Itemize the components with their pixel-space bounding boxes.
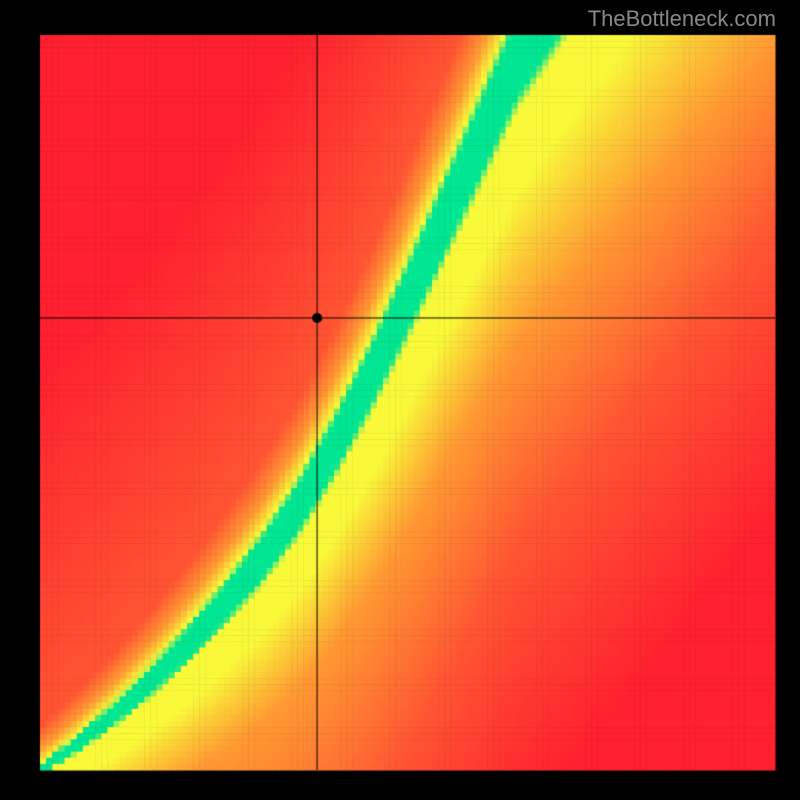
watermark-text: TheBottleneck.com — [588, 6, 776, 32]
bottleneck-heatmap — [0, 0, 800, 800]
chart-container: TheBottleneck.com — [0, 0, 800, 800]
